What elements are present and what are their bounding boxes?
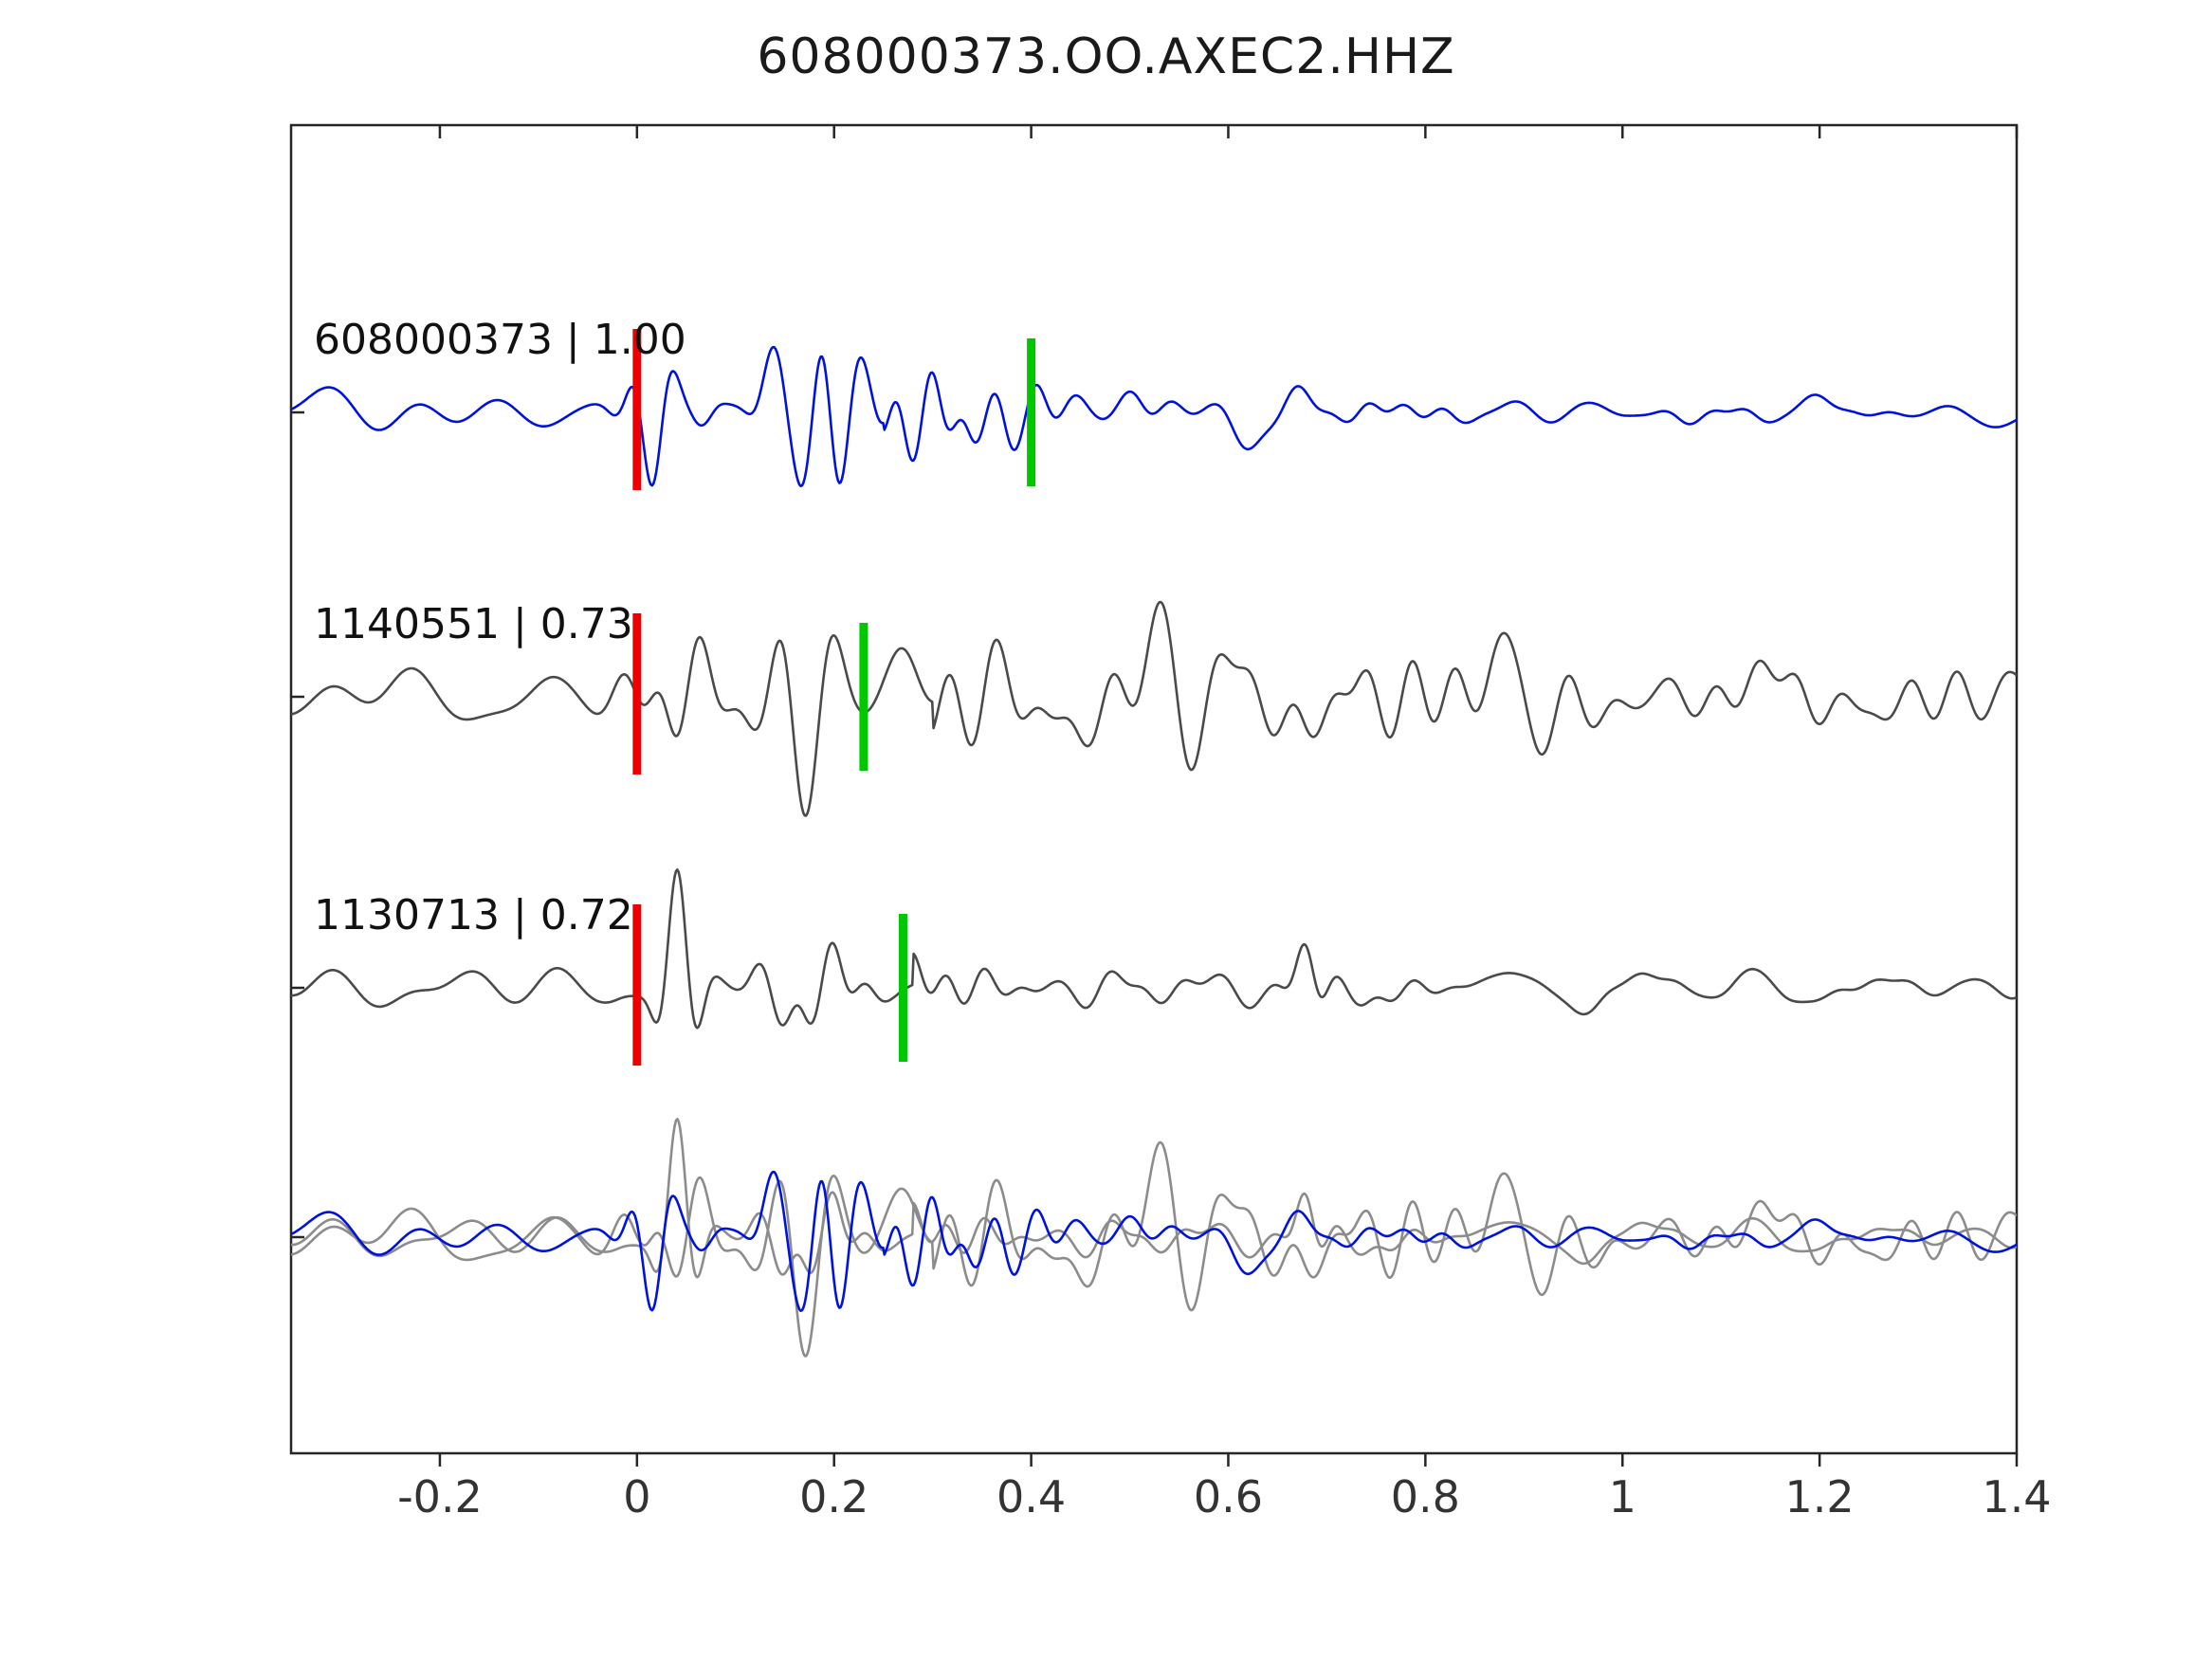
overlay-trace-608000373 xyxy=(291,1170,2017,1312)
x-tick-label: 1 xyxy=(1609,1471,1636,1522)
trace-line-608000373 xyxy=(291,345,2017,488)
x-tick-label: 0.8 xyxy=(1391,1471,1460,1522)
x-tick-label: 1.4 xyxy=(1982,1471,2051,1522)
axes-frame xyxy=(289,123,2019,1455)
x-tick-label: 0.4 xyxy=(996,1471,1066,1522)
x-tick-label: -0.2 xyxy=(397,1471,483,1522)
overlay-trace-1130713 xyxy=(291,1118,2017,1279)
trace-label-1130713: 1130713 | 0.72 xyxy=(314,891,633,939)
x-tick-label: 1.2 xyxy=(1785,1471,1855,1522)
trace-label-1140551: 1140551 | 0.73 xyxy=(314,600,633,648)
trace-label-608000373: 608000373 | 1.00 xyxy=(314,316,686,364)
plot-title: 608000373.OO.AXEC2.HHZ xyxy=(757,28,1455,85)
trace-line-1140551 xyxy=(291,600,2017,817)
x-tick-label: 0 xyxy=(623,1471,650,1522)
overlay-trace-1140551 xyxy=(291,1140,2017,1358)
x-tick-label: 0.2 xyxy=(799,1471,868,1522)
x-tick-label: 0.6 xyxy=(1194,1471,1263,1522)
trace-line-1130713 xyxy=(291,868,2017,1030)
